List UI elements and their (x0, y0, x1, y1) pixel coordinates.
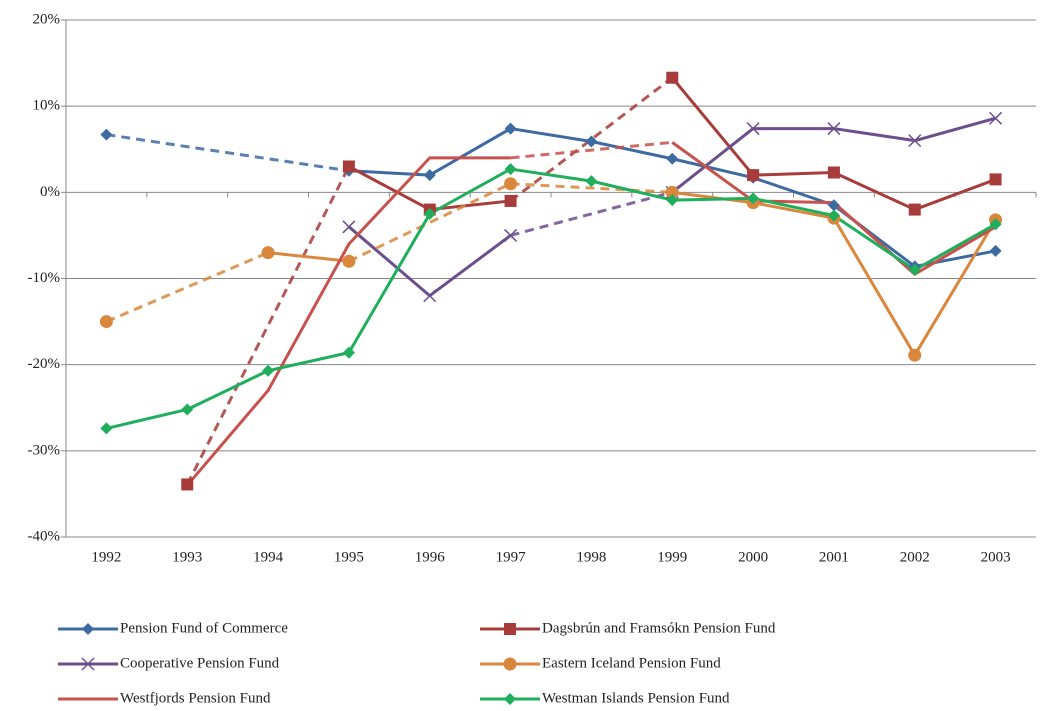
legend-label: Westman Islands Pension Fund (542, 690, 730, 706)
legend-label: Westfjords Pension Fund (120, 690, 271, 706)
point (989, 218, 1002, 231)
point (747, 192, 760, 205)
x-tick-label: 2000 (738, 549, 768, 565)
y-tick-label: 10% (33, 98, 61, 114)
x-tick-label: 2003 (981, 549, 1011, 565)
point (585, 175, 598, 188)
gap-connector (510, 140, 673, 160)
y-tick-label: -20% (28, 356, 61, 372)
gap-connector (509, 76, 674, 203)
point (827, 209, 840, 222)
gap-connector (510, 182, 673, 194)
series-line (267, 251, 350, 263)
point (989, 173, 1002, 186)
point (908, 134, 922, 148)
gap-connector (106, 133, 350, 173)
point (504, 163, 517, 176)
x-tick-label: 1998 (576, 549, 606, 565)
series-line (186, 156, 511, 487)
point (100, 128, 113, 141)
point (423, 207, 436, 220)
legend-marker (81, 657, 95, 671)
point (342, 160, 355, 173)
point (989, 111, 1003, 125)
legend-label: Pension Fund of Commerce (120, 620, 288, 636)
point (181, 403, 194, 416)
gap-connector (510, 190, 673, 237)
point (504, 194, 517, 207)
point (666, 194, 679, 207)
point (100, 422, 113, 435)
legend-marker (503, 657, 517, 671)
point (504, 228, 518, 242)
point (342, 220, 356, 234)
point (262, 364, 275, 377)
legend-marker (504, 693, 516, 705)
series-line (106, 167, 997, 430)
point (666, 152, 679, 165)
y-tick-label: 20% (33, 11, 61, 27)
series-line (671, 76, 997, 212)
x-tick-label: 1999 (657, 549, 687, 565)
gap-connector (105, 251, 269, 323)
x-tick-label: 1994 (253, 549, 284, 565)
x-tick-label: 1993 (172, 549, 202, 565)
y-tick-label: -40% (28, 528, 61, 544)
legend-label: Eastern Iceland Pension Fund (542, 655, 721, 671)
point (665, 185, 679, 199)
x-tick-label: 1997 (496, 549, 527, 565)
point (261, 246, 275, 260)
point (908, 263, 921, 276)
point (827, 199, 840, 212)
point (99, 315, 113, 329)
point (342, 346, 355, 359)
point (181, 478, 194, 491)
x-tick-label: 1992 (91, 549, 121, 565)
legend-marker (82, 623, 94, 635)
point (504, 177, 518, 191)
point (827, 166, 840, 179)
point (666, 71, 679, 84)
point (908, 203, 921, 216)
x-tick-label: 2001 (819, 549, 849, 565)
legend-marker (504, 623, 516, 635)
x-tick-label: 1995 (334, 549, 364, 565)
point (423, 289, 437, 303)
point (423, 169, 436, 182)
legend-label: Dagsbrún and Framsókn Pension Fund (542, 620, 776, 636)
point (746, 122, 760, 136)
point (827, 122, 841, 136)
point (747, 169, 760, 182)
y-tick-label: -10% (28, 270, 61, 286)
x-tick-label: 1996 (415, 549, 446, 565)
gap-connector (185, 165, 351, 486)
gap-connector (348, 182, 512, 263)
point (504, 122, 517, 135)
series-line (347, 225, 512, 298)
y-tick-label: -30% (28, 442, 61, 458)
point (342, 254, 356, 268)
point (989, 244, 1002, 257)
point (585, 135, 598, 148)
x-tick-label: 2002 (900, 549, 930, 565)
legend-label: Cooperative Pension Fund (120, 655, 280, 671)
point (908, 348, 922, 362)
y-tick-label: 0% (40, 184, 60, 200)
